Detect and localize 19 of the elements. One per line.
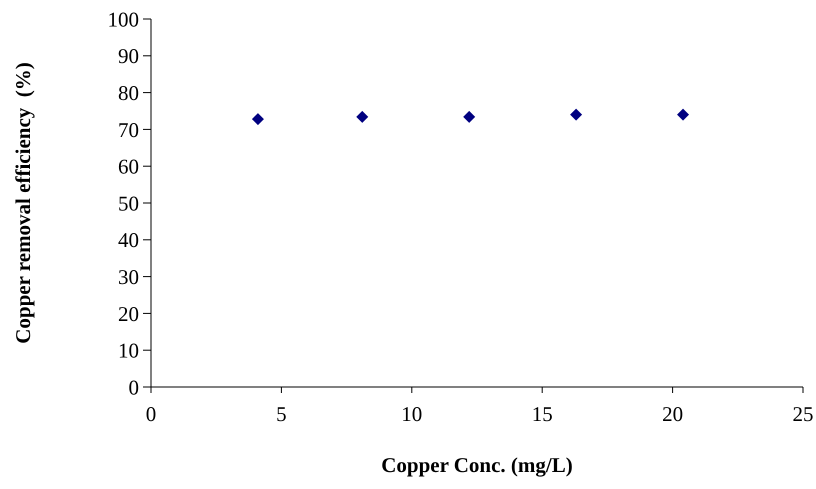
- y-tick-label: 70: [118, 118, 139, 142]
- x-axis-title: Copper Conc. (mg/L): [381, 453, 573, 477]
- y-tick-label: 80: [118, 80, 139, 105]
- y-axis-title: Copper removal efficiency (%): [11, 62, 35, 344]
- y-tick-label: 0: [128, 375, 139, 400]
- y-tick-label: 40: [118, 228, 139, 252]
- x-tick-label: 0: [146, 402, 156, 426]
- y-tick-label: 100: [108, 7, 139, 32]
- x-tick-label: 5: [276, 402, 287, 426]
- x-tick-label: 20: [662, 402, 684, 426]
- x-tick-label: 10: [401, 402, 422, 426]
- y-tick-label: 50: [118, 191, 139, 216]
- y-tick-label: 20: [118, 302, 139, 326]
- y-tick-label: 90: [118, 44, 139, 68]
- x-tick-label: 25: [792, 402, 814, 426]
- x-tick-label: 15: [532, 402, 553, 426]
- y-tick-label: 30: [118, 264, 139, 289]
- y-tick-label: 60: [118, 154, 139, 179]
- y-tick-label: 10: [118, 338, 139, 363]
